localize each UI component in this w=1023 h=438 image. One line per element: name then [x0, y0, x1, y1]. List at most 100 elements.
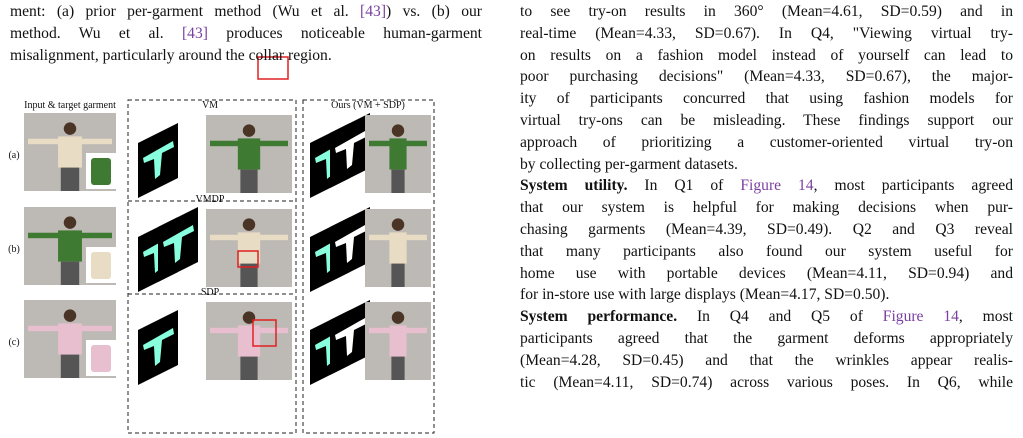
text-run: , most participants agreed — [813, 177, 1013, 195]
text-run: that our system is helpful for making de… — [520, 199, 1013, 217]
head — [63, 216, 77, 229]
body-map-silhouette — [335, 131, 366, 169]
torso — [237, 232, 261, 264]
text-run: chasing garments (Mean=4.39, SD=0.49). Q… — [520, 221, 1013, 238]
panel-title: VM — [202, 100, 218, 111]
legs — [60, 261, 80, 285]
text-run: (Mean=4.28, SD=0.45) and that the wrinkl… — [520, 351, 1013, 369]
text-line: System performance. In Q4 and Q5 of Figu… — [520, 307, 1013, 327]
reference-link[interactable]: Figure 14 — [882, 308, 959, 326]
panel-box — [302, 99, 435, 434]
text-line: approach of prioritizing a customer-orie… — [520, 133, 1013, 153]
torso — [237, 138, 261, 170]
text-line: ment: (a) prior per-garment method (Wu e… — [10, 2, 482, 22]
torso — [389, 325, 407, 357]
legs — [391, 356, 405, 380]
torso — [58, 323, 82, 355]
text-run: method. Wu et al. — [10, 24, 182, 42]
highlight-box — [252, 319, 277, 347]
text-run: misalignment, particularly around the co… — [10, 46, 332, 64]
head — [391, 311, 405, 324]
body-map-silhouette — [335, 225, 366, 263]
head — [391, 218, 405, 231]
text-run: virtual try-ons can be misleading. These… — [520, 112, 1013, 129]
text-run: approach of prioritizing a customer-orie… — [520, 133, 1013, 151]
text-line: poor purchasing decisions" (Mean=4.33, S… — [520, 67, 1013, 87]
figure: Input & target garment Ours (VM + SDP) (… — [8, 56, 435, 434]
torso — [389, 138, 407, 170]
body-map-silhouette — [335, 318, 366, 356]
text-run: , most — [958, 308, 1013, 326]
text-line: chasing garments (Mean=4.39, SD=0.49). Q… — [520, 220, 1013, 240]
torso — [389, 232, 407, 264]
text-run: that many participants also found our sy… — [520, 242, 1013, 260]
panel-title: VMDP — [196, 194, 225, 205]
text-run: tic (Mean=4.11, SD=0.74) across various … — [520, 373, 1013, 391]
text-run: participants agreed that the garment def… — [520, 330, 1013, 347]
text-run: to see try-on results in 360° (Mean=4.61… — [520, 3, 1013, 20]
text-line: for in-store use with large displays (Me… — [520, 285, 1013, 305]
input-title: Input & target garment — [24, 100, 116, 111]
text-line: that many participants also found our sy… — [520, 242, 1013, 262]
head — [63, 122, 77, 135]
text-run: In Q1 of — [627, 177, 741, 195]
text-run: by collecting per-garment datasets. — [520, 155, 738, 173]
legs — [240, 356, 258, 380]
text-line: tic (Mean=4.11, SD=0.74) across various … — [520, 373, 1013, 393]
row-label: (c) — [8, 337, 19, 348]
text-run: home use with portable devices (Mean=4.1… — [520, 264, 1013, 282]
text-line: that our system is helpful for making de… — [520, 198, 1013, 218]
garment — [91, 345, 111, 372]
torso — [58, 136, 82, 168]
body-map-silhouette — [143, 141, 174, 179]
text-run: ity of participants concurred that using… — [520, 90, 1013, 108]
reference-link[interactable]: [43] — [360, 3, 387, 20]
text-line: on results on a fashion model instead of… — [520, 46, 1013, 66]
text-run: In Q4 and Q5 of — [677, 308, 883, 326]
reference-link[interactable]: Figure 14 — [740, 177, 814, 195]
text-line: by collecting per-garment datasets. — [520, 155, 1013, 175]
head — [391, 124, 405, 137]
run-in-heading: System utility. — [520, 177, 628, 195]
text-line: virtual try-ons can be misleading. These… — [520, 111, 1013, 131]
text-line: home use with portable devices (Mean=4.1… — [520, 264, 1013, 284]
text-run: on results on a fashion model instead of… — [520, 46, 1013, 64]
legs — [60, 354, 80, 378]
highlight-box — [257, 56, 289, 80]
torso — [237, 325, 261, 357]
garment — [91, 252, 111, 279]
run-in-heading: System performance. — [520, 308, 678, 326]
text-run: for in-store use with large displays (Me… — [520, 286, 890, 304]
garment — [91, 158, 111, 185]
legs — [240, 169, 258, 193]
reference-link[interactable]: [43] — [181, 24, 208, 42]
legs — [391, 263, 405, 287]
panel-box — [127, 99, 297, 434]
text-run: real-time (Mean=4.33, SD=0.67). In Q4, "… — [520, 24, 1013, 42]
legs — [240, 263, 258, 287]
head — [242, 311, 256, 324]
text-run: poor purchasing decisions" (Mean=4.33, S… — [520, 68, 1013, 86]
text-run: ment: (a) prior per-garment method (Wu e… — [10, 3, 361, 20]
row-label: (a) — [8, 150, 19, 161]
panel-title: SDP — [201, 287, 220, 298]
head — [63, 309, 77, 322]
row-label: (b) — [8, 244, 20, 255]
highlight-box — [237, 250, 259, 268]
text-line: participants agreed that the garment def… — [520, 329, 1013, 349]
head — [242, 218, 256, 231]
body-map-silhouette — [163, 225, 194, 263]
legs — [60, 167, 80, 191]
legs — [391, 169, 405, 193]
head — [242, 124, 256, 137]
text-line: to see try-on results in 360° (Mean=4.61… — [520, 2, 1013, 22]
text-run: ) vs. (b) our — [386, 3, 482, 20]
text-line: misalignment, particularly around the co… — [10, 46, 482, 66]
body-map-silhouette — [143, 328, 174, 366]
text-line: ity of participants concurred that using… — [520, 89, 1013, 109]
text-line: System utility. In Q1 of Figure 14, most… — [520, 176, 1013, 196]
text-line: real-time (Mean=4.33, SD=0.67). In Q4, "… — [520, 24, 1013, 44]
text-run: produces noticeable human-garment — [207, 24, 482, 42]
text-line: method. Wu et al. [43] produces noticeab… — [10, 24, 482, 44]
